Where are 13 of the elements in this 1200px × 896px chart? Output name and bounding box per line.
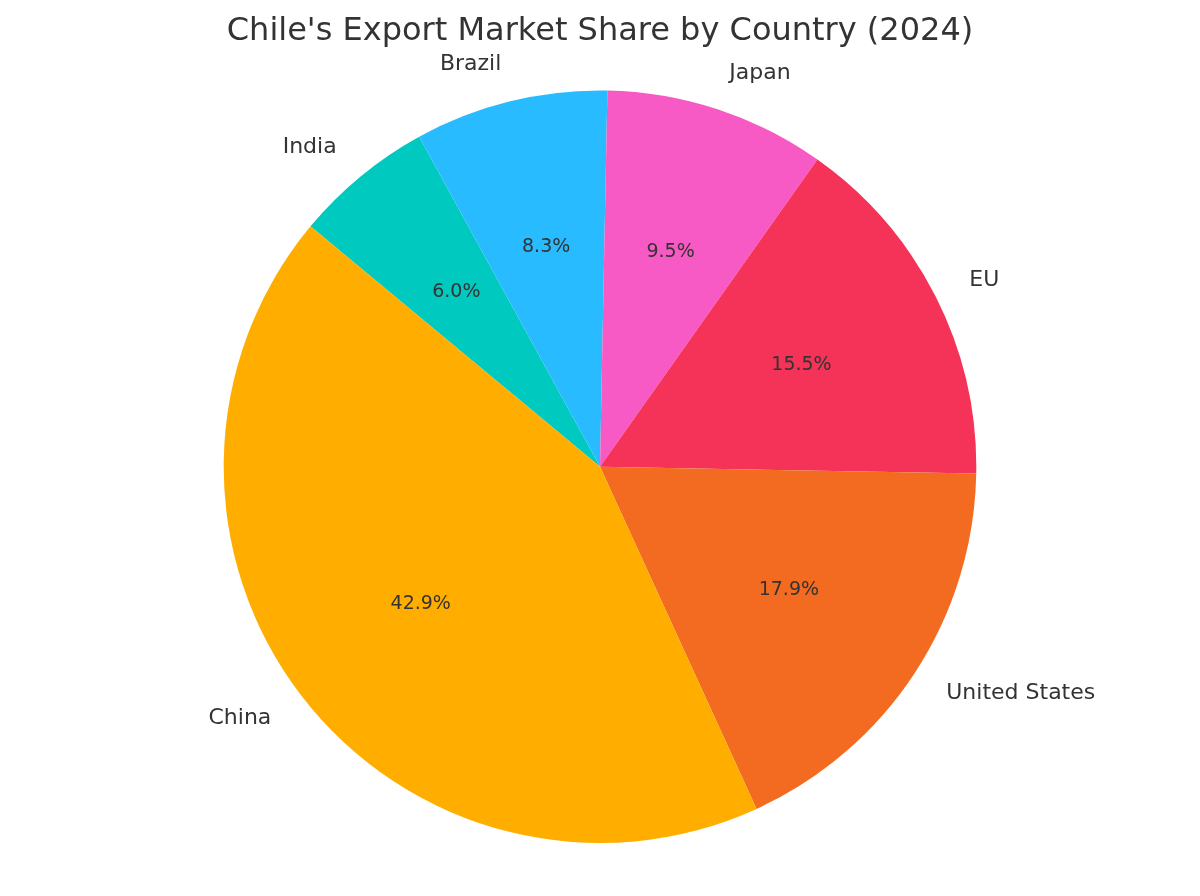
data-label: 15.5%: [771, 351, 832, 374]
slice-label: United States: [946, 679, 1096, 705]
slice-label: China: [208, 704, 272, 730]
slice-label: India: [282, 133, 337, 159]
data-label: 6.0%: [432, 279, 481, 302]
data-label: 9.5%: [646, 239, 695, 262]
chart-title: Chile's Export Market Share by Country (2024): [226, 9, 974, 48]
slice-label: EU: [969, 265, 1000, 291]
slice-label: Brazil: [439, 50, 502, 76]
data-label: 17.9%: [758, 577, 820, 600]
data-label: 8.3%: [522, 234, 571, 257]
slice-label: Japan: [727, 59, 791, 85]
data-label: 42.9%: [390, 590, 451, 613]
